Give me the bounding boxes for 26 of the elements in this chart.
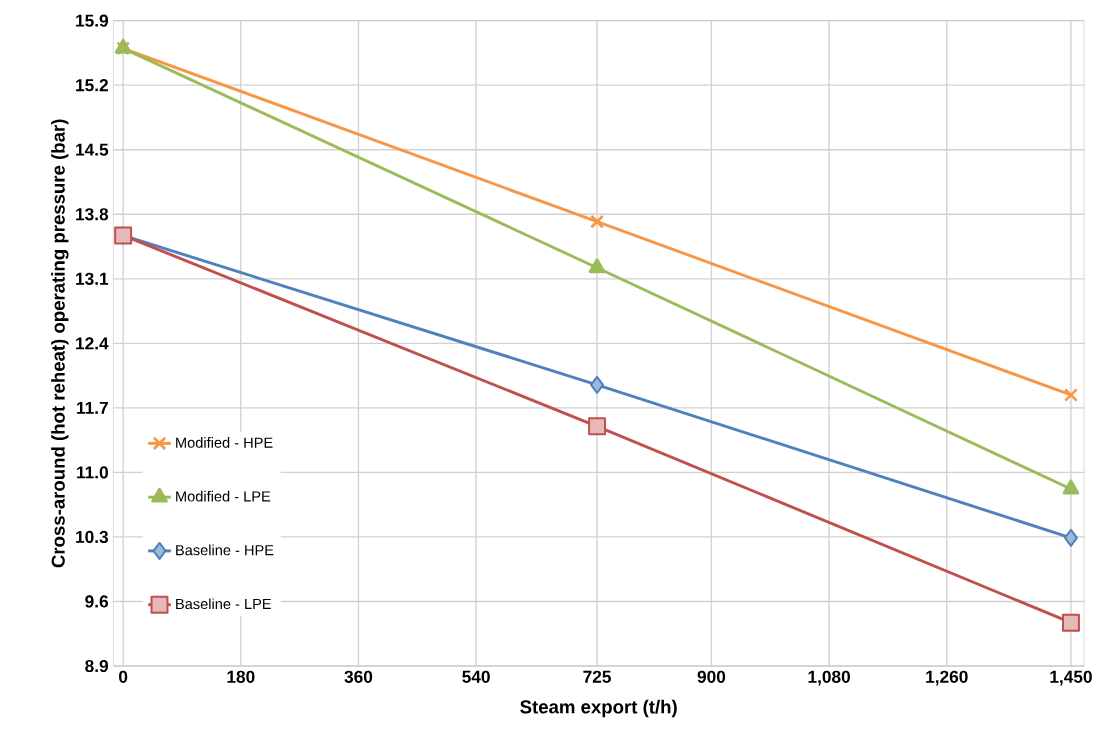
y-tick-label: 14.5 xyxy=(76,143,109,156)
y-tick-label: 15.9 xyxy=(76,14,108,27)
y-tick-label: 8.9 xyxy=(85,659,108,673)
x-tick-label: 900 xyxy=(697,670,726,683)
legend-label: Modified - HPE xyxy=(176,437,273,448)
y-tick-label: 13.1 xyxy=(76,272,109,285)
x-tick-label: 180 xyxy=(227,670,255,683)
x-tick-label: 360 xyxy=(344,670,373,683)
x-tick-label: 1,450 xyxy=(1050,670,1092,686)
y-tick-label: 9.6 xyxy=(85,595,109,608)
x-tick-label: 1,080 xyxy=(808,670,850,686)
y-tick-label: 11.0 xyxy=(77,466,108,479)
y-tick-label: 12.4 xyxy=(76,337,109,350)
legend-label: Baseline - LPE xyxy=(176,598,271,610)
legend-label: Baseline - HPE xyxy=(176,544,274,556)
x-tick-label: 0 xyxy=(119,670,128,683)
legend-label: Modified - LPE xyxy=(176,490,271,502)
x-axis-title: Steam export (t/h) xyxy=(520,699,677,718)
x-tick-label: 540 xyxy=(462,670,490,683)
y-axis-title: Cross-around (hot reheat) operating pressure (bar) xyxy=(51,119,69,568)
x-tick-label: 725 xyxy=(583,670,611,683)
x-tick-label: 1,260 xyxy=(926,670,968,686)
y-tick-label: 11.7 xyxy=(77,401,108,414)
y-tick-label: 13.8 xyxy=(76,208,109,221)
y-tick-label: 10.3 xyxy=(76,530,109,544)
y-tick-label: 15.2 xyxy=(76,79,108,92)
